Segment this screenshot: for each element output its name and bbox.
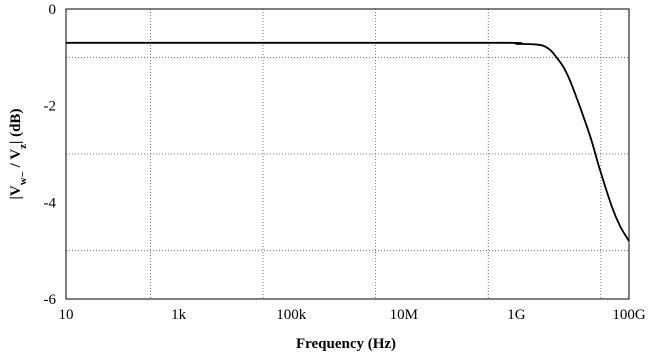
x-tick-label: 1k — [171, 307, 187, 323]
series-line — [66, 41, 630, 242]
y-tick-label: -4 — [44, 195, 57, 211]
y-tick-label: 0 — [49, 2, 57, 18]
x-tick-label: 10M — [390, 307, 418, 323]
grid-lines — [66, 9, 629, 299]
y-axis-label: |Vw− / Vz| (dB) — [8, 109, 29, 200]
y-axis-label-sub1: w− — [17, 171, 29, 185]
x-axis-label: Frequency (Hz) — [296, 336, 396, 352]
y-axis-label-sub2: z — [17, 144, 29, 149]
y-axis-label-prefix: |V — [8, 185, 24, 199]
plot-frame — [65, 8, 630, 300]
x-tick-label: 100G — [612, 307, 646, 323]
y-tick-labels: 0 -2 -4 -6 — [44, 2, 57, 308]
y-axis-label-mid: / V — [8, 149, 24, 171]
y-axis-label-suffix: | (dB) — [8, 109, 24, 144]
y-tick-label: -2 — [44, 99, 57, 115]
x-tick-label: 10 — [59, 307, 74, 323]
x-tick-label: 100k — [276, 307, 307, 323]
y-tick-label: -6 — [44, 292, 57, 308]
series-lines — [66, 41, 630, 242]
x-tick-label: 1G — [507, 307, 526, 323]
x-tick-labels: 10 1k 100k 10M 1G 100G — [59, 307, 646, 323]
